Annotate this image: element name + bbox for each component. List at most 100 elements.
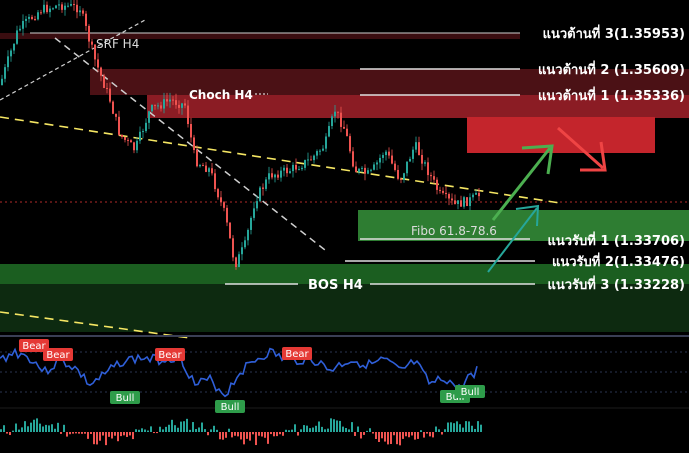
candle-body xyxy=(223,202,225,208)
histogram-bar xyxy=(390,432,392,444)
candle-body xyxy=(85,13,87,26)
candle-body xyxy=(73,4,75,6)
candle-body xyxy=(421,155,423,164)
candle-body xyxy=(127,139,129,141)
candle-body xyxy=(457,200,459,204)
histogram-bar xyxy=(384,432,386,442)
candle-body xyxy=(67,5,69,7)
candle-body xyxy=(451,198,453,201)
histogram-bar xyxy=(369,428,371,432)
candle-body xyxy=(403,173,405,180)
histogram-bar xyxy=(468,421,470,432)
histogram-bar xyxy=(381,432,383,439)
candle-body xyxy=(241,247,243,255)
histogram-bar xyxy=(417,432,419,439)
bear-tag xyxy=(43,348,73,361)
histogram-bar xyxy=(90,432,92,434)
histogram-bar xyxy=(105,432,107,446)
candle-body xyxy=(217,189,219,198)
histogram-bar xyxy=(285,429,287,432)
candle-body xyxy=(76,4,78,13)
histogram-bar xyxy=(315,425,317,432)
candle-body xyxy=(22,20,24,29)
candle-body xyxy=(307,159,309,161)
histogram-bar xyxy=(297,432,299,436)
histogram-bar xyxy=(282,432,284,436)
histogram-bar xyxy=(156,432,158,434)
histogram-bar xyxy=(27,426,29,432)
candle-body xyxy=(478,192,480,197)
candle-body xyxy=(319,150,321,152)
candle-body xyxy=(154,104,156,106)
histogram-bar xyxy=(207,432,209,436)
candle-body xyxy=(271,173,273,178)
candle-body xyxy=(40,12,42,14)
candle-body xyxy=(286,167,288,174)
bull-tag xyxy=(455,385,485,398)
histogram-bar xyxy=(258,432,260,436)
histogram-bar xyxy=(231,432,233,438)
candle-body xyxy=(433,176,435,180)
candle-body xyxy=(337,111,339,113)
candle-body xyxy=(124,136,126,140)
candle-body xyxy=(283,167,285,171)
candle-body xyxy=(115,113,117,117)
histogram-bar xyxy=(18,429,20,432)
histogram-bar xyxy=(447,422,449,432)
histogram-bar xyxy=(159,426,161,432)
candle-body xyxy=(361,167,363,169)
histogram-bar xyxy=(177,427,179,432)
histogram-bar xyxy=(228,428,230,432)
candle-body xyxy=(358,168,360,173)
candle-body xyxy=(52,8,54,10)
histogram-bar xyxy=(291,429,293,432)
candle-body xyxy=(397,169,399,179)
candle-body xyxy=(133,142,135,151)
histogram-bar xyxy=(108,432,110,437)
candle-body xyxy=(31,16,33,19)
histogram-bar xyxy=(84,432,86,434)
resistance-2-label: แนวต้านที่ 2 (1.35609) xyxy=(538,60,685,78)
candle-body xyxy=(34,18,36,20)
candle-body xyxy=(37,12,39,20)
histogram-bar xyxy=(477,421,479,432)
histogram-bar xyxy=(153,432,155,434)
candle-body xyxy=(46,4,48,13)
candle-body xyxy=(43,4,45,13)
histogram-bar xyxy=(114,432,116,436)
candle-body xyxy=(118,116,120,135)
choch-label: Choch H4 xyxy=(189,88,253,102)
candle-body xyxy=(100,67,102,76)
histogram-bar xyxy=(75,432,77,434)
histogram-bar xyxy=(303,425,305,432)
bear-tag xyxy=(282,347,312,360)
histogram-bar xyxy=(0,429,2,432)
candle-body xyxy=(166,99,168,102)
bos-zone-lower xyxy=(0,284,689,332)
candle-body xyxy=(331,116,333,127)
histogram-bar xyxy=(420,430,422,432)
candle-body xyxy=(259,187,261,202)
bull-tag-text: Bull xyxy=(461,387,480,398)
candle-body xyxy=(349,136,351,152)
histogram-bar xyxy=(129,432,131,436)
candle-body xyxy=(235,257,237,268)
candle-body xyxy=(253,208,255,218)
candle-body xyxy=(340,112,342,127)
bull-tag-text: Bull xyxy=(221,402,240,413)
bear-tag-text: Bear xyxy=(22,341,46,352)
histogram-bar xyxy=(66,432,68,437)
candle-body xyxy=(247,229,249,241)
histogram-bar xyxy=(30,422,32,432)
resistance-3-zone xyxy=(0,33,520,39)
histogram-bar xyxy=(123,432,125,436)
candles xyxy=(1,0,480,270)
histogram-bar xyxy=(330,418,332,432)
histogram-bar xyxy=(240,432,242,440)
histogram-bar xyxy=(414,432,416,440)
histogram-bar xyxy=(162,429,164,432)
candle-body xyxy=(190,124,192,138)
candle-body xyxy=(394,163,396,170)
candle-body xyxy=(25,18,27,21)
